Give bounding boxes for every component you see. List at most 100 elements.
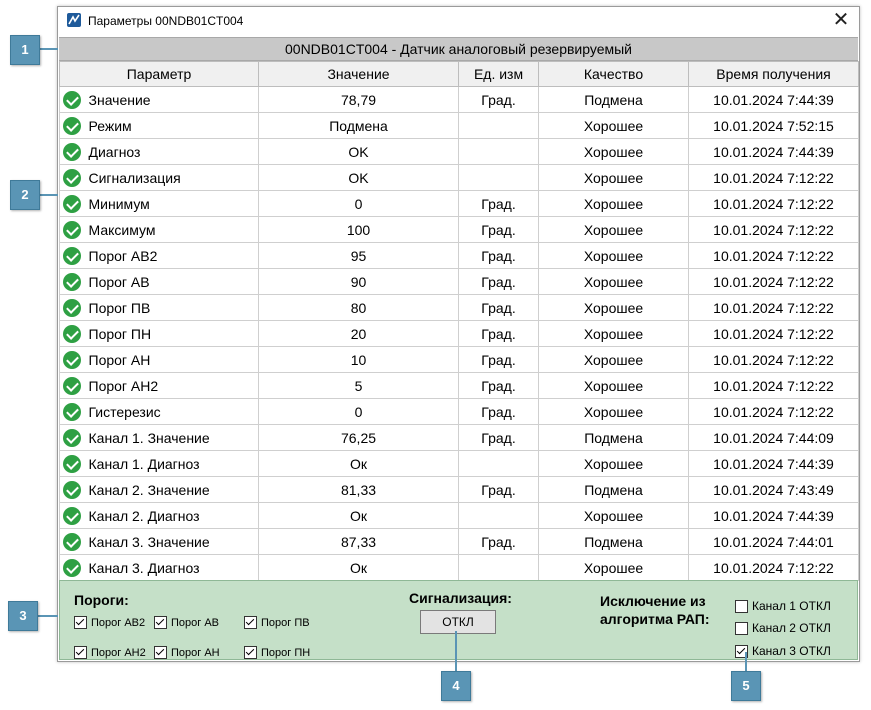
cell-value: 95 <box>258 242 460 269</box>
row-status-cell <box>59 528 85 555</box>
cell-value: 81,33 <box>258 476 460 503</box>
cell-time: 10.01.2024 7:12:22 <box>688 164 860 191</box>
threshold-checkbox-pv[interactable]: Порог ПВ <box>244 616 310 629</box>
cell-unit: Град. <box>458 268 540 295</box>
table-row[interactable]: Порог АВ2 95 Град. Хорошее 10.01.2024 7:12:2… <box>59 242 860 269</box>
threshold-checkbox-av[interactable]: Порог АВ <box>154 616 219 629</box>
cell-time: 10.01.2024 7:52:15 <box>688 112 860 139</box>
checkbox-box[interactable] <box>154 616 167 629</box>
table-row[interactable]: Канал 2. Значение 81,33 Град. Подмена 10.01.… <box>59 476 860 503</box>
table-row[interactable]: Максимум 100 Град. Хорошее 10.01.2024 7:12:2… <box>59 216 860 243</box>
cell-time: 10.01.2024 7:12:22 <box>688 398 860 425</box>
table-row[interactable]: Диагноз OK Хорошее 10.01.2024 7:44:39 <box>59 138 860 165</box>
cell-parameter: Режим <box>84 112 260 139</box>
table-row[interactable]: Канал 3. Значение 87,33 Град. Подмена 10.01.… <box>59 528 860 555</box>
cell-unit <box>458 502 540 529</box>
table-row[interactable]: Минимум 0 Град. Хорошее 10.01.2024 7:12:22 <box>59 190 860 217</box>
table-row[interactable]: Канал 1. Диагноз Ок Хорошее 10.01.2024 7:44… <box>59 450 860 477</box>
cell-time: 10.01.2024 7:12:22 <box>688 554 860 581</box>
checkbox-box[interactable] <box>74 646 87 659</box>
checkbox-box[interactable] <box>154 646 167 659</box>
column-header-parameter[interactable]: Параметр <box>58 61 260 87</box>
checkbox-box[interactable] <box>244 646 257 659</box>
table-row[interactable]: Порог АВ 90 Град. Хорошее 10.01.2024 7:12:22 <box>59 268 860 295</box>
check-circle-icon <box>63 246 82 265</box>
cell-value: 76,25 <box>258 424 460 451</box>
cell-value: Ок <box>258 554 460 581</box>
row-status-cell <box>59 86 85 113</box>
alarm-off-button[interactable]: ОТКЛ <box>420 610 496 634</box>
cell-unit: Град. <box>458 528 540 555</box>
cell-quality: Хорошее <box>538 216 690 243</box>
cell-parameter: Канал 2. Значение <box>84 476 260 503</box>
column-header-quality[interactable]: Качество <box>538 61 690 87</box>
cell-time: 10.01.2024 7:12:22 <box>688 320 860 347</box>
table-row[interactable]: Сигнализация OK Хорошее 10.01.2024 7:12:22 <box>59 164 860 191</box>
table-row[interactable]: Гистерезис 0 Град. Хорошее 10.01.2024 7:12:2… <box>59 398 860 425</box>
table-row[interactable]: Порог ПН 20 Град. Хорошее 10.01.2024 7:12:22 <box>59 320 860 347</box>
column-header-time[interactable]: Время получения <box>688 61 860 87</box>
cell-unit: Град. <box>458 216 540 243</box>
channel-1-off-checkbox[interactable]: Канал 1 ОТКЛ <box>735 599 831 613</box>
close-icon[interactable]: ✕ <box>832 9 850 31</box>
row-status-cell <box>59 138 85 165</box>
checkbox-box[interactable] <box>735 599 748 613</box>
cell-value: 10 <box>258 346 460 373</box>
table-row[interactable]: Порог АН2 5 Град. Хорошее 10.01.2024 7:12:22 <box>59 372 860 399</box>
threshold-checkbox-av2[interactable]: Порог АВ2 <box>74 616 145 629</box>
channel-2-off-checkbox[interactable]: Канал 2 ОТКЛ <box>735 621 831 635</box>
cell-parameter: Порог ПН <box>84 320 260 347</box>
cell-quality: Хорошее <box>538 294 690 321</box>
row-status-cell <box>59 164 85 191</box>
cell-parameter: Порог АН <box>84 346 260 373</box>
row-status-cell <box>59 346 85 373</box>
checkbox-label: Канал 3 ОТКЛ <box>752 644 831 658</box>
thresholds-label: Пороги: <box>74 592 129 608</box>
table-row[interactable]: Значение 78,79 Град. Подмена 10.01.2024 7:44… <box>59 86 860 113</box>
checkbox-box[interactable] <box>74 616 87 629</box>
check-circle-icon <box>63 194 82 213</box>
app-icon <box>67 13 81 27</box>
threshold-checkbox-an[interactable]: Порог АН <box>154 646 220 659</box>
window-title: Параметры 00NDB01CT004 <box>88 14 244 28</box>
cell-parameter: Порог АВ2 <box>84 242 260 269</box>
cell-quality: Подмена <box>538 476 690 503</box>
cell-quality: Подмена <box>538 86 690 113</box>
cell-value: OK <box>258 164 460 191</box>
checkbox-box[interactable] <box>735 644 748 658</box>
checkbox-label: Порог ПВ <box>261 616 310 629</box>
cell-time: 10.01.2024 7:44:09 <box>688 424 860 451</box>
cell-unit: Град. <box>458 86 540 113</box>
cell-value: Подмена <box>258 112 460 139</box>
cell-parameter: Порог АВ <box>84 268 260 295</box>
checkbox-box[interactable] <box>735 621 748 635</box>
row-status-cell <box>59 294 85 321</box>
cell-parameter: Канал 1. Значение <box>84 424 260 451</box>
column-header-value[interactable]: Значение <box>258 61 460 87</box>
callout-1-line <box>38 48 58 50</box>
channel-3-off-checkbox[interactable]: Канал 3 ОТКЛ <box>735 644 831 658</box>
callout-1: 1 <box>10 35 40 65</box>
check-circle-icon <box>63 298 82 317</box>
cell-time: 10.01.2024 7:12:22 <box>688 242 860 269</box>
table-row[interactable]: Режим Подмена Хорошее 10.01.2024 7:52:15 <box>59 112 860 139</box>
cell-time: 10.01.2024 7:44:01 <box>688 528 860 555</box>
table-row[interactable]: Канал 2. Диагноз Ок Хорошее 10.01.2024 7:44… <box>59 502 860 529</box>
table-row[interactable]: Порог ПВ 80 Град. Хорошее 10.01.2024 7:12:22 <box>59 294 860 321</box>
table-row[interactable]: Канал 1. Значение 76,25 Град. Подмена 10.01.… <box>59 424 860 451</box>
table-row[interactable]: Канал 3. Диагноз Ок Хорошее 10.01.2024 7:12… <box>59 554 860 581</box>
cell-time: 10.01.2024 7:12:22 <box>688 216 860 243</box>
column-header-unit[interactable]: Ед. изм <box>458 61 540 87</box>
checkbox-box[interactable] <box>244 616 257 629</box>
cell-quality: Хорошее <box>538 190 690 217</box>
checkbox-label: Порог АН <box>171 646 220 659</box>
cell-unit <box>458 450 540 477</box>
table-row[interactable]: Порог АН 10 Град. Хорошее 10.01.2024 7:12:22 <box>59 346 860 373</box>
cell-value: 90 <box>258 268 460 295</box>
row-status-cell <box>59 450 85 477</box>
callout-2: 2 <box>10 180 40 210</box>
cell-quality: Хорошее <box>538 346 690 373</box>
cell-quality: Хорошее <box>538 164 690 191</box>
threshold-checkbox-an2[interactable]: Порог АН2 <box>74 646 146 659</box>
threshold-checkbox-pn[interactable]: Порог ПН <box>244 646 310 659</box>
